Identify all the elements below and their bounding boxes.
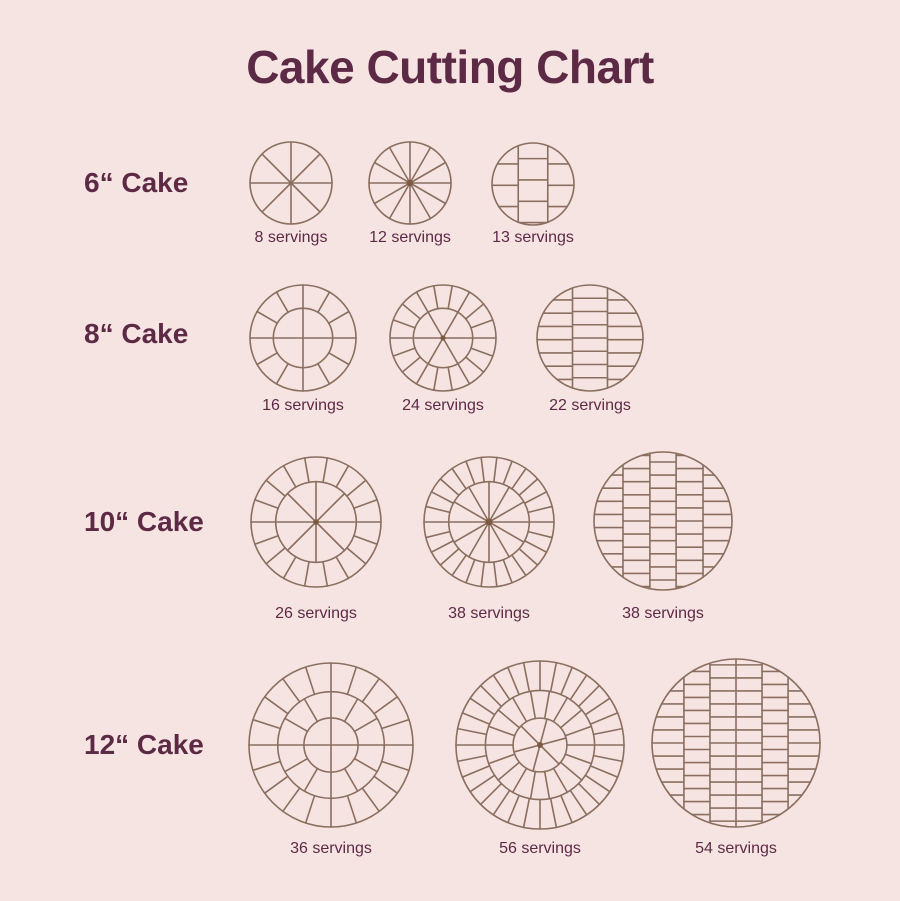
cake-diagram: [249, 455, 383, 594]
servings-caption: 13 servings: [492, 229, 574, 246]
servings-caption: 26 servings: [275, 605, 357, 622]
servings-caption: 38 servings: [622, 605, 704, 622]
servings-caption: 36 servings: [290, 840, 372, 857]
cake-diagram: [422, 455, 556, 594]
cake-diagram: [490, 141, 576, 232]
row-label-2: 8“ Cake: [84, 318, 189, 349]
servings-caption: 24 servings: [402, 397, 484, 414]
cake-diagram: [388, 283, 498, 398]
cake-diagram: [367, 140, 453, 231]
cake-diagram: [650, 657, 822, 834]
cake-diagram: [535, 283, 645, 398]
page-title: Cake Cutting Chart: [246, 41, 654, 93]
cake-diagram: [248, 140, 334, 231]
servings-caption: 16 servings: [262, 397, 344, 414]
row-label-4: 12“ Cake: [84, 729, 204, 760]
row-label-3: 10“ Cake: [84, 506, 204, 537]
cake-diagram: [248, 283, 358, 398]
servings-caption: 22 servings: [549, 397, 631, 414]
servings-caption: 56 servings: [499, 840, 581, 857]
cake-diagram: [454, 659, 626, 836]
servings-caption: 54 servings: [695, 840, 777, 857]
servings-caption: 8 servings: [254, 229, 328, 246]
servings-caption: 12 servings: [369, 229, 451, 246]
cake-diagram: [247, 661, 415, 834]
servings-caption: 38 servings: [448, 605, 530, 622]
cake-diagram: [592, 450, 734, 597]
row-label-1: 6“ Cake: [84, 167, 189, 198]
